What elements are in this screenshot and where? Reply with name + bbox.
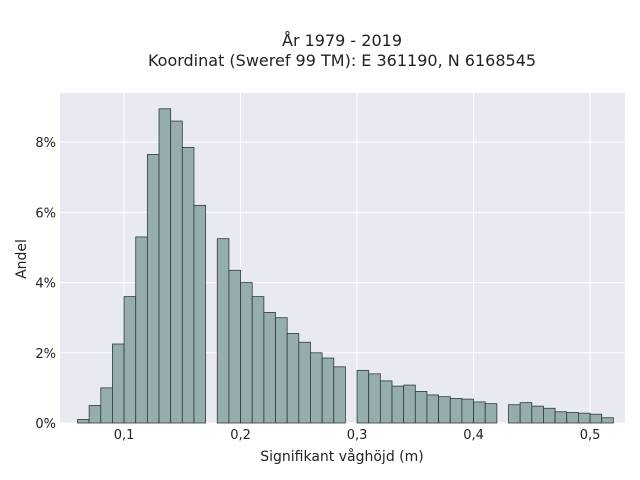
histogram-bar bbox=[414, 391, 428, 424]
histogram-bar bbox=[112, 343, 125, 424]
histogram-bar bbox=[135, 236, 148, 424]
histogram-bar bbox=[473, 401, 486, 424]
x-tick-label: 0,2 bbox=[230, 428, 251, 443]
histogram-bar bbox=[181, 147, 195, 424]
histogram-bar bbox=[228, 269, 241, 424]
histogram-bar bbox=[601, 417, 614, 424]
histogram-bar bbox=[554, 411, 568, 424]
histogram-bar bbox=[519, 402, 533, 424]
y-tick-label: 2% bbox=[35, 347, 56, 362]
y-tick-label: 4% bbox=[35, 277, 56, 292]
histogram-bar bbox=[356, 369, 370, 424]
histogram-bar bbox=[170, 120, 183, 424]
chart-title-line-2: Koordinat (Sweref 99 TM): E 361190, N 61… bbox=[148, 51, 536, 70]
y-axis-label: Andel bbox=[14, 239, 30, 279]
histogram-bar bbox=[391, 385, 405, 424]
histogram-bar bbox=[146, 154, 160, 424]
histogram-bar bbox=[403, 384, 416, 424]
axis-ticks: 0,1 0,2 0,3 0,4 0,5 0% 2% 4% 6% 8% bbox=[35, 136, 600, 443]
chart-title-line-1: År 1979 - 2019 bbox=[282, 31, 402, 50]
histogram-bar bbox=[578, 412, 591, 424]
y-tick-label: 0% bbox=[35, 417, 56, 432]
histogram-bars bbox=[77, 108, 614, 424]
histogram-bar bbox=[484, 403, 498, 424]
histogram-bar bbox=[543, 407, 556, 424]
histogram-bar bbox=[216, 238, 230, 424]
histogram-bar bbox=[531, 405, 544, 424]
x-tick-label: 0,5 bbox=[580, 428, 601, 443]
histogram-bar bbox=[461, 398, 474, 424]
histogram-bar bbox=[508, 404, 521, 424]
histogram-bar bbox=[438, 396, 451, 424]
histogram-bar bbox=[310, 352, 323, 424]
histogram-bar bbox=[88, 405, 102, 424]
histogram-bar bbox=[193, 204, 207, 424]
histogram-bar bbox=[566, 412, 579, 424]
histogram-bar bbox=[321, 357, 335, 424]
histogram-bar bbox=[251, 296, 265, 424]
histogram-bar bbox=[158, 108, 172, 424]
y-tick-label: 8% bbox=[35, 136, 56, 151]
histogram-bar bbox=[368, 373, 381, 424]
x-tick-label: 0,1 bbox=[114, 428, 135, 443]
x-tick-label: 0,3 bbox=[347, 428, 368, 443]
histogram-bar bbox=[100, 387, 113, 424]
histogram-bar bbox=[449, 398, 463, 424]
histogram-bar bbox=[275, 317, 288, 424]
x-axis-label: Signifikant våghöjd (m) bbox=[260, 448, 423, 465]
histogram-bar bbox=[123, 296, 137, 424]
histogram-bar bbox=[298, 341, 311, 424]
histogram-bar bbox=[240, 282, 253, 424]
histogram-bar bbox=[589, 413, 603, 424]
histogram-bar bbox=[263, 312, 276, 424]
histogram-bar bbox=[379, 380, 393, 424]
histogram-bar bbox=[426, 394, 440, 424]
histogram-bar bbox=[333, 366, 346, 424]
y-tick-label: 6% bbox=[35, 206, 56, 221]
histogram-bar bbox=[77, 419, 90, 424]
x-tick-label: 0,4 bbox=[463, 428, 484, 443]
histogram-bar bbox=[286, 333, 300, 424]
